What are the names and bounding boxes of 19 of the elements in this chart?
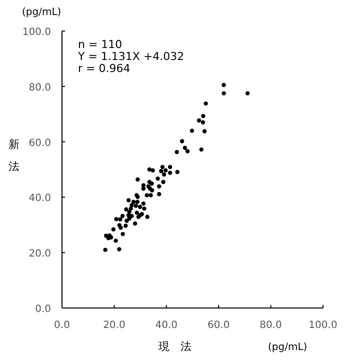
y-label: 新法 (8, 138, 20, 173)
annotation: (pg/mL) (268, 342, 308, 353)
y-tick-label: 60.0 (28, 138, 51, 149)
annotation: (pg/mL) (22, 7, 62, 18)
x-tick-label: 0.0 (54, 320, 70, 331)
x-tick-label: 60.0 (207, 320, 230, 331)
x-tick-label: 100.0 (308, 320, 338, 331)
annotation: Y = 1.131X +4.032 (78, 50, 184, 63)
y-tick-label: 40.0 (28, 193, 51, 204)
annotation: n = 110 (78, 38, 122, 51)
x-tick-label: 20.0 (103, 320, 126, 331)
x-label: 現 法 (158, 340, 192, 353)
y-tick-label: 20.0 (28, 248, 51, 260)
y-tick-label: 0.0 (35, 304, 51, 315)
annotation: r = 0.964 (78, 62, 130, 75)
x-tick-label: 80.0 (260, 320, 282, 331)
x-tick-label: 40.0 (155, 320, 178, 331)
y-tick-label: 100.0 (22, 27, 51, 38)
y-tick-label: 80.0 (28, 82, 51, 94)
